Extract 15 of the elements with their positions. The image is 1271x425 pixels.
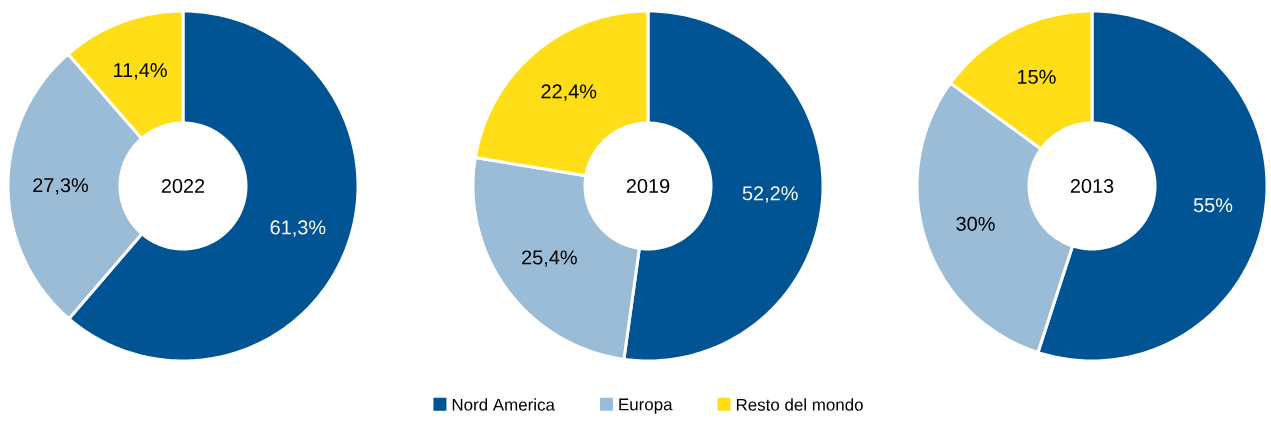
text: 2013 [1070,178,1114,194]
data-label: 52,2% [742,186,798,203]
data-label: 27,3% [33,178,89,195]
data-label: 11,4% [114,63,167,80]
text: 2019 [626,178,670,194]
legend-label: Nord America [452,398,555,411]
data-label: 55% [1193,198,1233,213]
text: 2022 [161,178,205,194]
data-label: 25,4% [522,250,577,267]
data-label: 30% [956,216,995,231]
legend-label: Resto del mondo [736,398,863,411]
data-label: 61,3% [270,220,326,237]
data-label: 15% [1017,69,1056,84]
legend-label: Europa [619,398,673,414]
data-label: 22,4% [541,84,597,101]
